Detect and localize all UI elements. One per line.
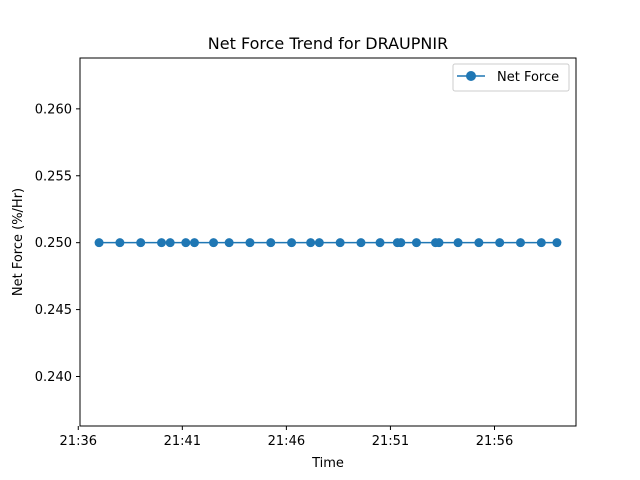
data-point	[495, 238, 505, 248]
data-point	[375, 238, 385, 248]
data-point	[434, 238, 444, 248]
y-tick-label: 0.240	[35, 370, 72, 385]
y-tick-label: 0.245	[35, 303, 72, 318]
legend-box	[452, 63, 570, 92]
data-point	[224, 238, 234, 248]
data-point	[181, 238, 191, 248]
data-point	[306, 238, 316, 248]
x-tick-label: 21:51	[372, 434, 409, 449]
legend-marker-swatch	[466, 71, 476, 81]
plot-layer	[79, 57, 577, 427]
legend-label-net-force: Net Force	[497, 70, 559, 85]
y-axis-label: Net Force (%/Hr)	[11, 188, 26, 296]
data-point	[474, 238, 484, 248]
x-axis-label: Time	[311, 456, 344, 471]
axes-frame	[79, 57, 577, 427]
y-tick-label: 0.255	[35, 169, 72, 184]
data-point	[453, 238, 463, 248]
y-tick-label: 0.260	[35, 102, 72, 117]
data-point	[157, 238, 167, 248]
x-tick-label: 21:46	[268, 434, 305, 449]
data-point	[516, 238, 525, 248]
data-point	[209, 238, 219, 248]
data-point	[314, 238, 324, 248]
data-point	[335, 238, 345, 248]
x-tick-label: 21:56	[476, 434, 513, 449]
x-tick-label: 21:36	[60, 434, 97, 449]
data-point	[245, 238, 255, 248]
data-point	[115, 238, 125, 248]
x-tick-label: 21:41	[164, 434, 201, 449]
legend: Net Force	[452, 63, 570, 92]
data-point	[356, 238, 366, 248]
data-point	[552, 238, 562, 248]
chart-title: Net Force Trend for DRAUPNIR	[208, 34, 448, 53]
data-point	[287, 238, 297, 248]
data-point	[189, 238, 199, 248]
data-point	[266, 238, 276, 248]
data-point	[94, 238, 104, 248]
data-point	[396, 238, 406, 248]
data-point	[536, 238, 546, 248]
y-tick-label: 0.250	[35, 236, 72, 251]
tick-layer: 0.240 0.245 0.250 0.255 0.260 21:36 21:41 21:46…	[35, 102, 513, 449]
data-point	[411, 238, 421, 248]
data-point	[165, 238, 175, 248]
data-point	[136, 238, 146, 248]
